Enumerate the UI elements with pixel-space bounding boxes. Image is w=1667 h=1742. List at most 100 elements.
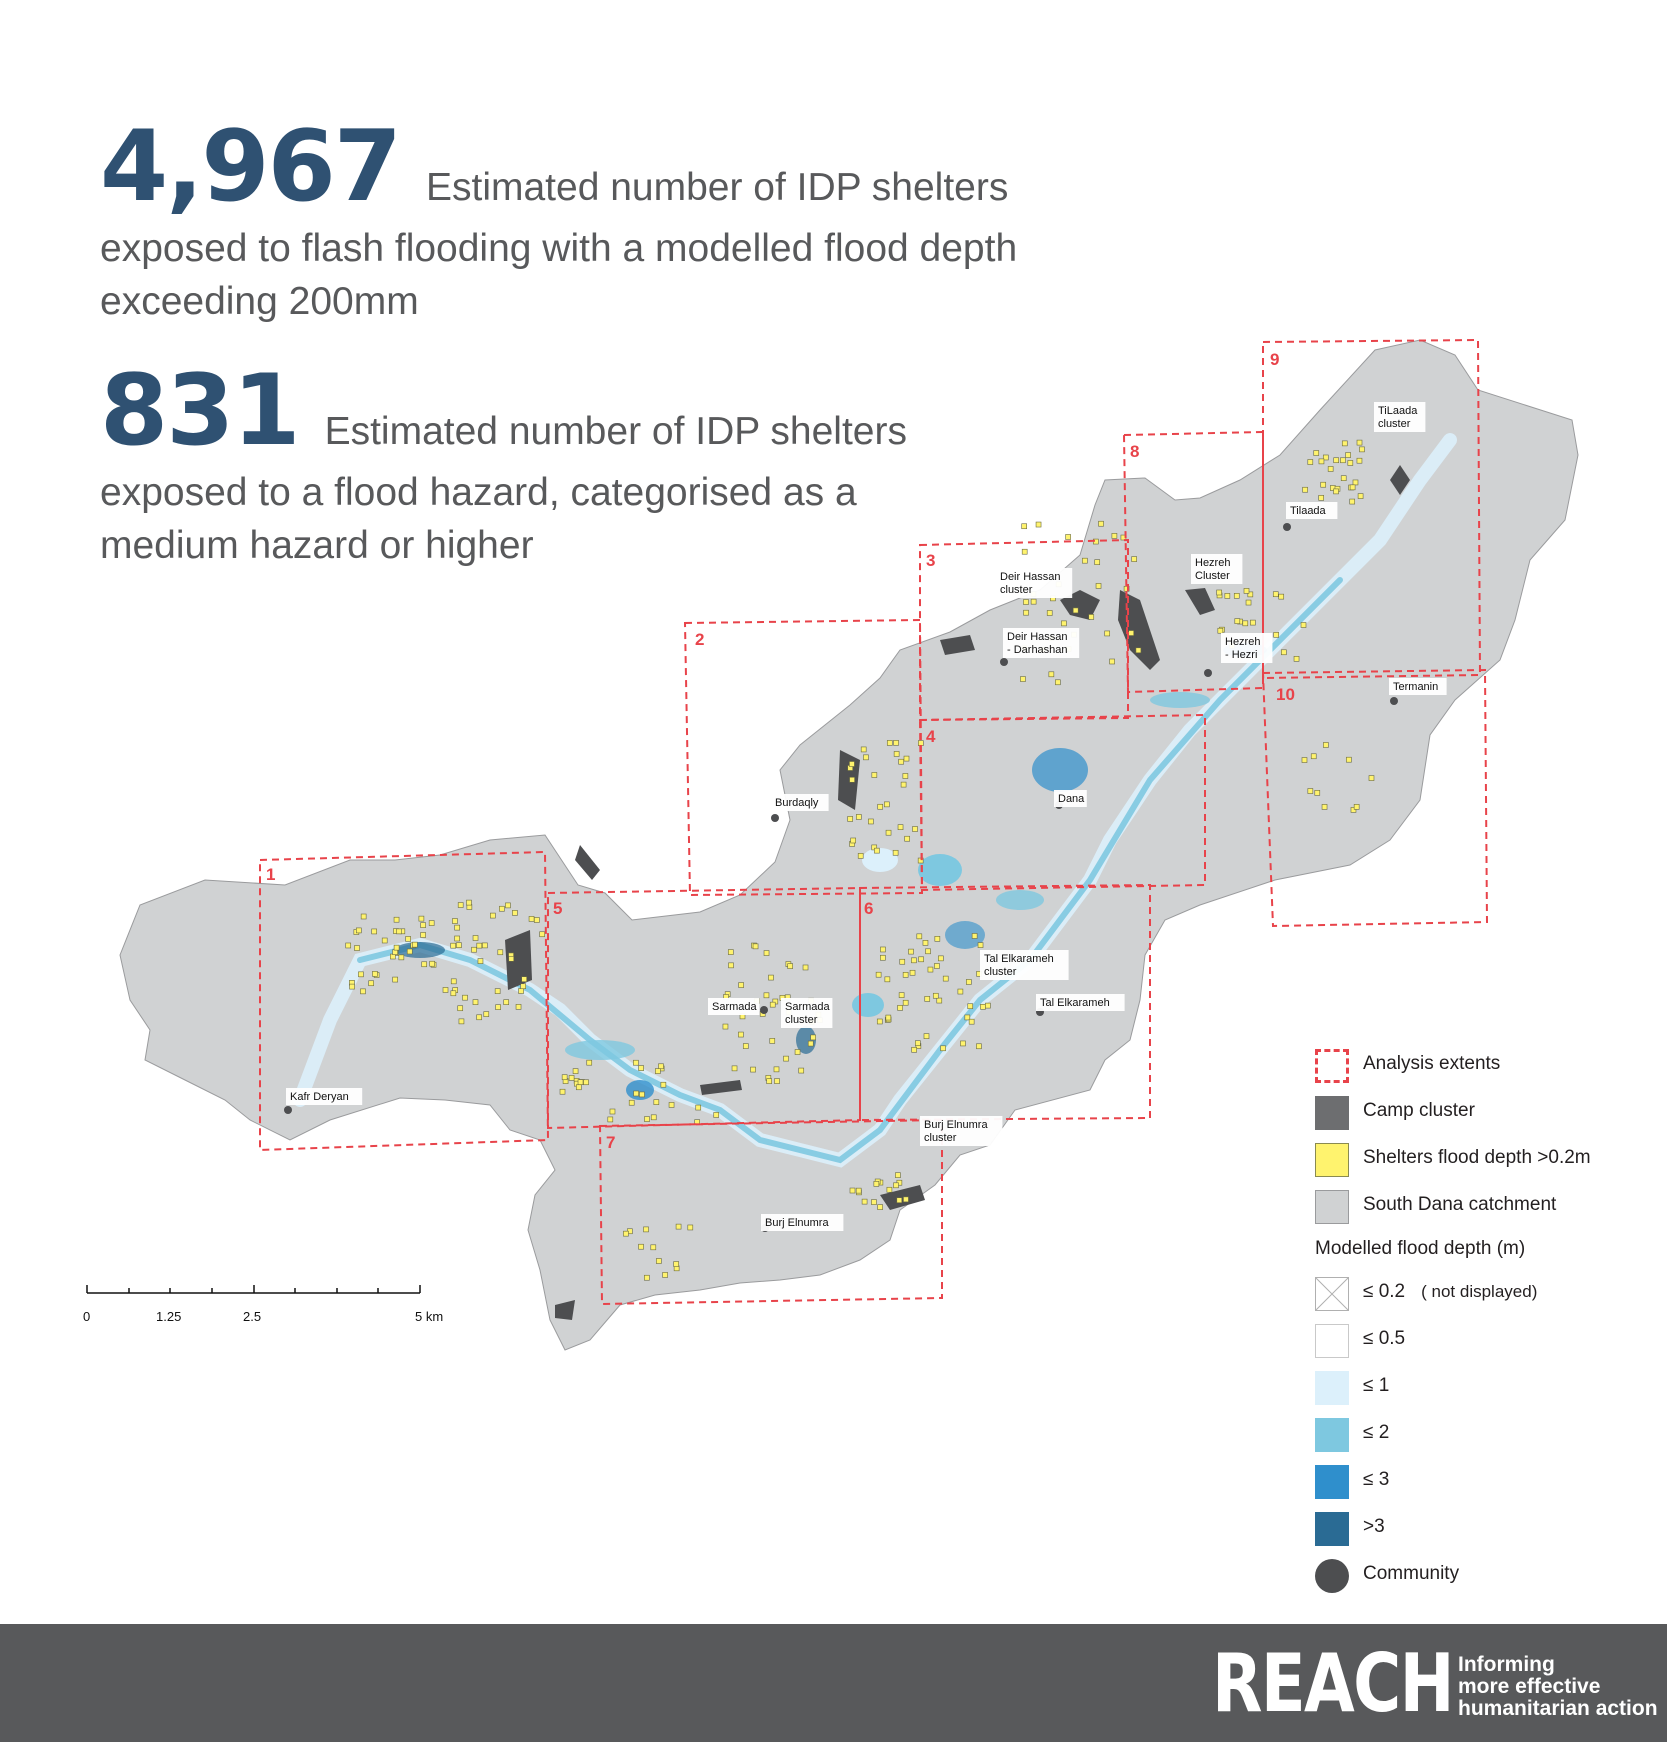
legend-item-analysis-extents: Analysis extents: [1315, 1044, 1615, 1091]
legend-label: Analysis extents: [1363, 1053, 1501, 1074]
shelter-point: [1243, 588, 1250, 594]
shelter-point: [497, 949, 504, 956]
analysis-extent-number: 8: [1130, 442, 1139, 461]
shelter-point: [512, 910, 518, 916]
svg-text:Burj Elnumra: Burj Elnumra: [765, 1217, 829, 1229]
shelter-point: [372, 971, 378, 977]
stat-text: Estimated number of IDP shelters: [425, 166, 1009, 209]
shelter-point: [763, 950, 770, 956]
shelter-point: [774, 1078, 780, 1084]
legend-label: Shelters flood depth >0.2m: [1363, 1147, 1591, 1168]
shelter-point: [886, 1186, 893, 1193]
shelter-point: [515, 1004, 522, 1010]
shelter-point: [381, 937, 388, 944]
place-label: Deir Hassan- Darhashan: [1003, 628, 1080, 658]
shelter-point: [924, 996, 931, 1002]
shelter-point: [483, 1011, 490, 1017]
shelter-point: [847, 816, 853, 822]
legend-item-depth-0-5: ≤ 0.5: [1315, 1319, 1615, 1366]
shelter-point: [1333, 488, 1339, 495]
shelter-point: [728, 962, 734, 969]
legend-item-community: Community: [1315, 1554, 1615, 1601]
shelter-point: [633, 1090, 639, 1097]
shelter-point: [1088, 614, 1095, 620]
shelter-point: [656, 1258, 662, 1264]
place-label: Dana: [1054, 790, 1087, 807]
shelter-point: [1055, 679, 1061, 686]
shelter-point: [1020, 676, 1026, 682]
shelter-point: [1368, 775, 1375, 781]
shelter-point: [903, 755, 910, 762]
shelter-point: [412, 941, 418, 948]
shelter-point: [1048, 671, 1055, 678]
shelter-point: [940, 1045, 946, 1052]
place-label: Tal Elkarameh: [1036, 994, 1125, 1011]
stat-text: exceeding 200mm: [100, 280, 419, 323]
shelter-point: [673, 1261, 679, 1267]
shelter-point: [807, 1040, 814, 1047]
shelter-point: [354, 945, 360, 951]
shelter-point: [393, 916, 400, 923]
svg-text:cluster: cluster: [924, 1132, 957, 1144]
shelter-point: [494, 988, 501, 994]
shelter-point: [1350, 807, 1357, 813]
shelter-point: [358, 971, 364, 978]
shelter-point: [1345, 452, 1351, 458]
shelter-point: [899, 958, 906, 965]
shelter-point: [559, 1088, 566, 1095]
analysis-extent-8: [1122, 430, 1264, 694]
shelter-point: [457, 902, 464, 908]
shelter-point: [880, 946, 886, 953]
shelter-point: [960, 1040, 966, 1047]
shelter-point: [490, 912, 496, 919]
shelter-point: [902, 773, 909, 779]
legend-label: ≤ 0.2 ( not displayed): [1363, 1281, 1537, 1303]
legend-label: ≤ 3: [1363, 1469, 1390, 1490]
shelter-point: [1341, 440, 1348, 447]
analysis-extents: [259, 338, 1489, 1306]
shelter-point: [528, 916, 535, 922]
analysis-extent-3: [919, 538, 1129, 722]
shelter-point: [966, 979, 972, 985]
shelter-point: [1278, 593, 1285, 600]
shelter-point: [897, 1005, 903, 1011]
analysis-extent-7: [598, 1118, 943, 1306]
stat-number: 4,967: [100, 110, 402, 224]
svg-text:cluster: cluster: [1000, 584, 1033, 596]
svg-text:cluster: cluster: [1378, 418, 1411, 430]
legend-swatch: [1315, 1512, 1349, 1546]
shelter-point: [713, 1112, 720, 1118]
shelter-point: [495, 1004, 501, 1010]
shelter-point: [885, 1014, 892, 1021]
shelter-point: [938, 955, 944, 962]
stat-text: Estimated number of IDP shelters: [324, 410, 907, 453]
place-label: Burj Elnumra: [761, 1214, 844, 1231]
legend-label-text: ≤ 0.2: [1363, 1281, 1406, 1302]
shelter-point: [1356, 439, 1363, 446]
shelter-point: [653, 1099, 660, 1105]
shelter-point: [876, 1018, 883, 1025]
shelter-point: [766, 1078, 772, 1084]
shelter-point: [644, 1274, 650, 1281]
shelter-point: [1359, 446, 1365, 453]
legend-label: South Dana catchment: [1363, 1194, 1557, 1215]
shelter-point: [586, 1059, 593, 1066]
shelter-point: [428, 920, 435, 926]
shelter-point: [658, 1063, 664, 1070]
shelter-point: [1021, 548, 1028, 555]
shelter-point: [396, 928, 402, 935]
shelter-point: [1321, 804, 1328, 810]
shelter-point: [893, 751, 900, 757]
shelter-point: [916, 933, 923, 940]
shelter-point: [794, 1049, 801, 1055]
svg-text:Hezreh: Hezreh: [1195, 557, 1230, 569]
shelter-point: [454, 935, 460, 942]
svg-text:Cluster: Cluster: [1195, 570, 1230, 582]
svg-text:cluster: cluster: [984, 966, 1017, 978]
shelter-point: [1327, 466, 1334, 472]
place-label: Hezreh- Hezri: [1221, 633, 1273, 663]
shelter-point: [1046, 610, 1053, 616]
shelter-point: [1313, 450, 1320, 456]
